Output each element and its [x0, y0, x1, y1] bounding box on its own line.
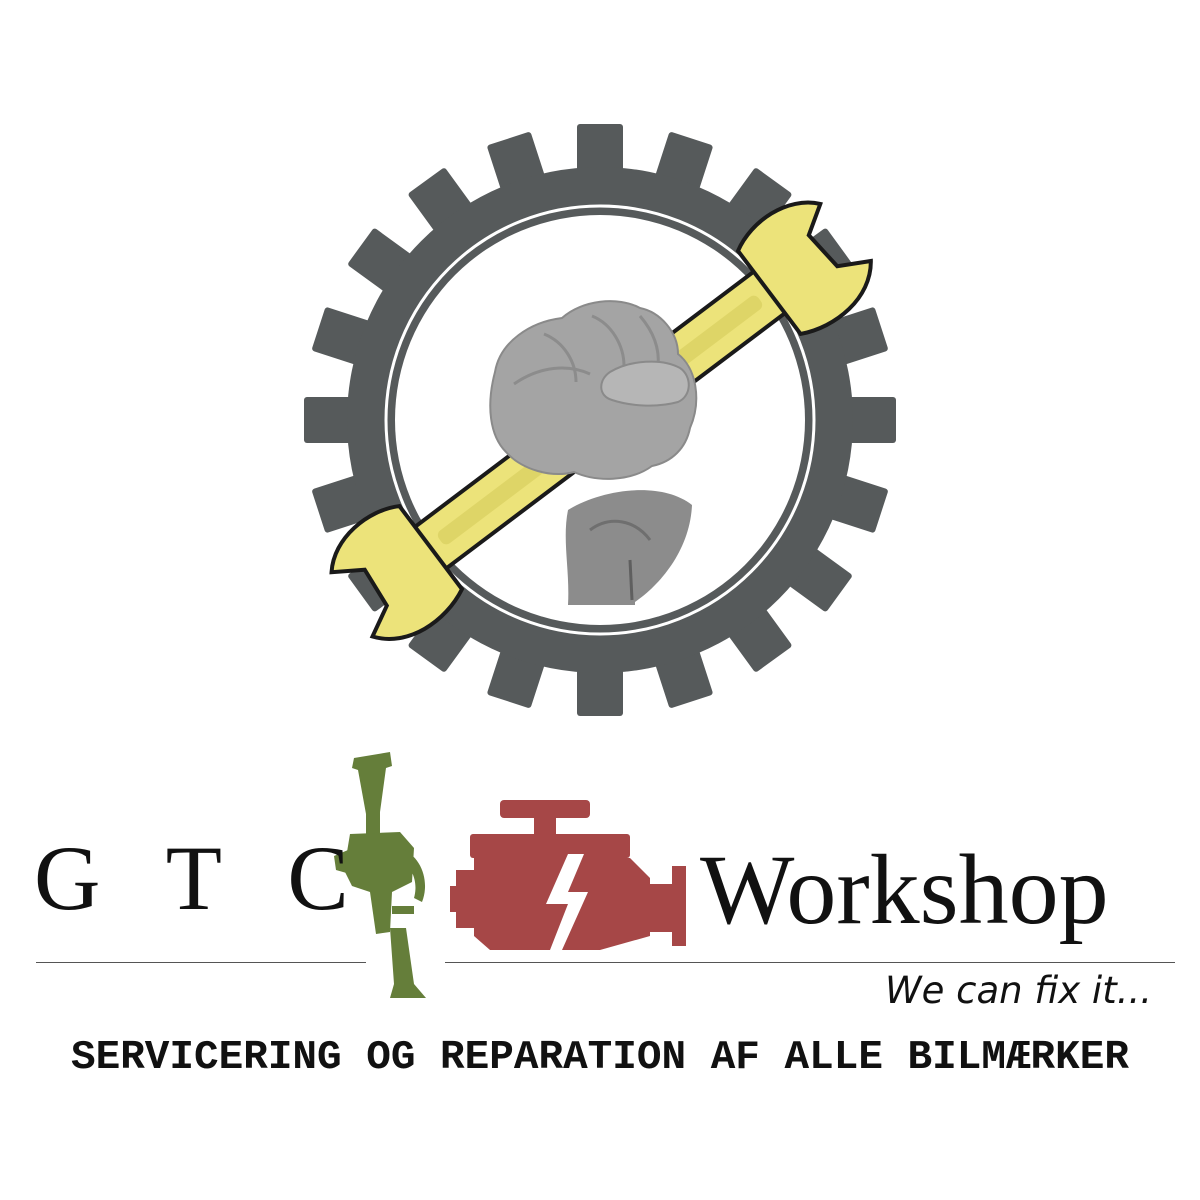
- divider-left: [36, 962, 366, 963]
- divider-right: [445, 962, 1175, 963]
- brand-name: Workshop: [700, 834, 1109, 945]
- spray-gun-icon: [334, 752, 426, 998]
- gear-fist-wrench-icon: [304, 124, 896, 716]
- engine-icon: [450, 800, 686, 950]
- tagline: We can fix it...: [885, 969, 1152, 1012]
- services-line: SERVICERING OG REPARATION AF ALLE BILMÆR…: [71, 1035, 1129, 1081]
- brand-initials: G T C: [34, 827, 371, 929]
